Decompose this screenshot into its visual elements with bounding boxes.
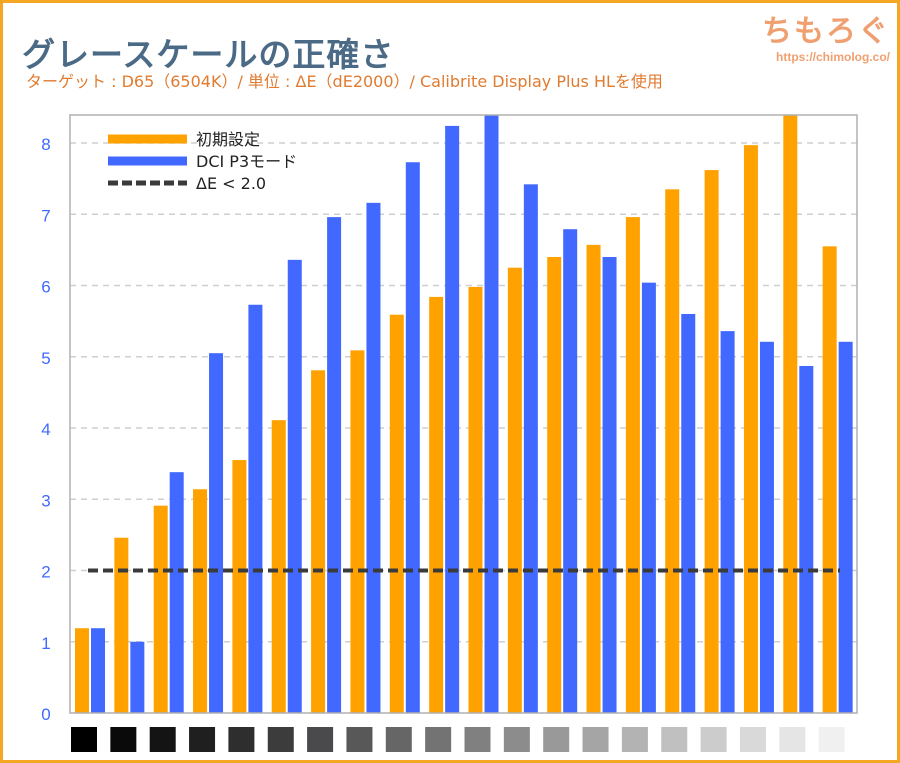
bar-dcip3 bbox=[681, 314, 696, 713]
bar-default bbox=[429, 296, 444, 713]
bar-dcip3 bbox=[248, 304, 263, 713]
bar-default bbox=[350, 350, 365, 713]
gray-swatch bbox=[189, 727, 216, 752]
gray-swatch bbox=[503, 727, 530, 752]
bar-dcip3 bbox=[445, 125, 460, 713]
site-logo: ちもろぐ https://chimolog.co/ bbox=[762, 6, 890, 64]
bar-default bbox=[271, 420, 286, 713]
bar-default bbox=[114, 537, 129, 713]
gray-swatch bbox=[425, 727, 452, 752]
bar-default bbox=[153, 505, 168, 713]
gray-swatch bbox=[582, 727, 609, 752]
bar-dcip3 bbox=[838, 341, 853, 713]
y-tick-label: 6 bbox=[41, 278, 50, 297]
bar-dcip3 bbox=[720, 331, 735, 713]
bar-default bbox=[468, 286, 483, 713]
bar-default bbox=[743, 145, 758, 713]
bar-dcip3 bbox=[563, 229, 578, 713]
y-tick-label: 3 bbox=[41, 491, 50, 510]
gray-swatch bbox=[779, 727, 806, 752]
bar-default bbox=[232, 460, 247, 713]
bar-default bbox=[665, 189, 680, 713]
bar-dcip3 bbox=[287, 259, 302, 713]
bar-default bbox=[547, 257, 562, 713]
bar-default bbox=[75, 628, 89, 713]
gray-swatch bbox=[700, 727, 727, 752]
bar-default bbox=[193, 489, 208, 713]
gray-swatch bbox=[346, 727, 373, 752]
bar-default bbox=[783, 115, 798, 713]
legend-label: ΔE < 2.0 bbox=[196, 174, 266, 193]
bar-dcip3 bbox=[169, 472, 184, 713]
bar-default bbox=[586, 244, 601, 713]
chart-subtitle: ターゲット : D65（6504K）/ 単位 : ΔE（dE2000）/ Cal… bbox=[26, 72, 663, 91]
bar-dcip3 bbox=[130, 641, 145, 713]
y-tick-label: 2 bbox=[41, 563, 50, 582]
bar-dcip3 bbox=[327, 217, 342, 713]
bar-default bbox=[311, 370, 326, 713]
gray-swatch bbox=[464, 727, 491, 752]
plot-border bbox=[69, 114, 858, 714]
bar-dcip3 bbox=[641, 282, 656, 713]
gray-swatch bbox=[661, 727, 688, 752]
y-tick-label: 4 bbox=[41, 420, 50, 439]
logo-url: https://chimolog.co/ bbox=[776, 50, 890, 64]
bar-dcip3 bbox=[602, 257, 617, 713]
bar-default bbox=[389, 314, 404, 713]
y-tick-label: 5 bbox=[41, 349, 50, 368]
gray-swatch bbox=[621, 727, 648, 752]
bar-dcip3 bbox=[759, 341, 774, 713]
bar-dcip3 bbox=[799, 366, 814, 713]
gray-swatch bbox=[385, 727, 412, 752]
bar-default bbox=[704, 170, 719, 713]
bar-dcip3 bbox=[91, 628, 105, 713]
bar-default bbox=[507, 267, 522, 713]
bar-dcip3 bbox=[523, 184, 538, 713]
bar-dcip3 bbox=[484, 115, 499, 713]
bar-dcip3 bbox=[209, 353, 224, 713]
bars-group bbox=[75, 115, 853, 713]
y-tick-label: 0 bbox=[41, 705, 50, 724]
bar-default bbox=[822, 246, 837, 713]
gray-swatch bbox=[228, 727, 255, 752]
gray-swatch bbox=[110, 727, 137, 752]
y-tick-label: 8 bbox=[41, 135, 50, 154]
y-tick-label: 1 bbox=[41, 634, 50, 653]
gray-swatch bbox=[267, 727, 294, 752]
bar-dcip3 bbox=[405, 162, 420, 713]
gray-swatch bbox=[739, 727, 766, 752]
legend-label: 初期設定 bbox=[196, 130, 260, 149]
gray-swatch bbox=[818, 727, 845, 752]
gray-swatch bbox=[307, 727, 334, 752]
y-tick-label: 7 bbox=[41, 206, 50, 225]
bar-dcip3 bbox=[366, 202, 381, 713]
logo-text: ちもろぐ bbox=[762, 14, 890, 49]
gray-swatch bbox=[149, 727, 176, 752]
bar-default bbox=[625, 217, 640, 713]
gray-swatch bbox=[71, 727, 97, 752]
chart-title: グレースケールの正確さ bbox=[22, 35, 395, 74]
legend-label: DCI P3モード bbox=[196, 152, 297, 171]
gray-swatch bbox=[543, 727, 570, 752]
